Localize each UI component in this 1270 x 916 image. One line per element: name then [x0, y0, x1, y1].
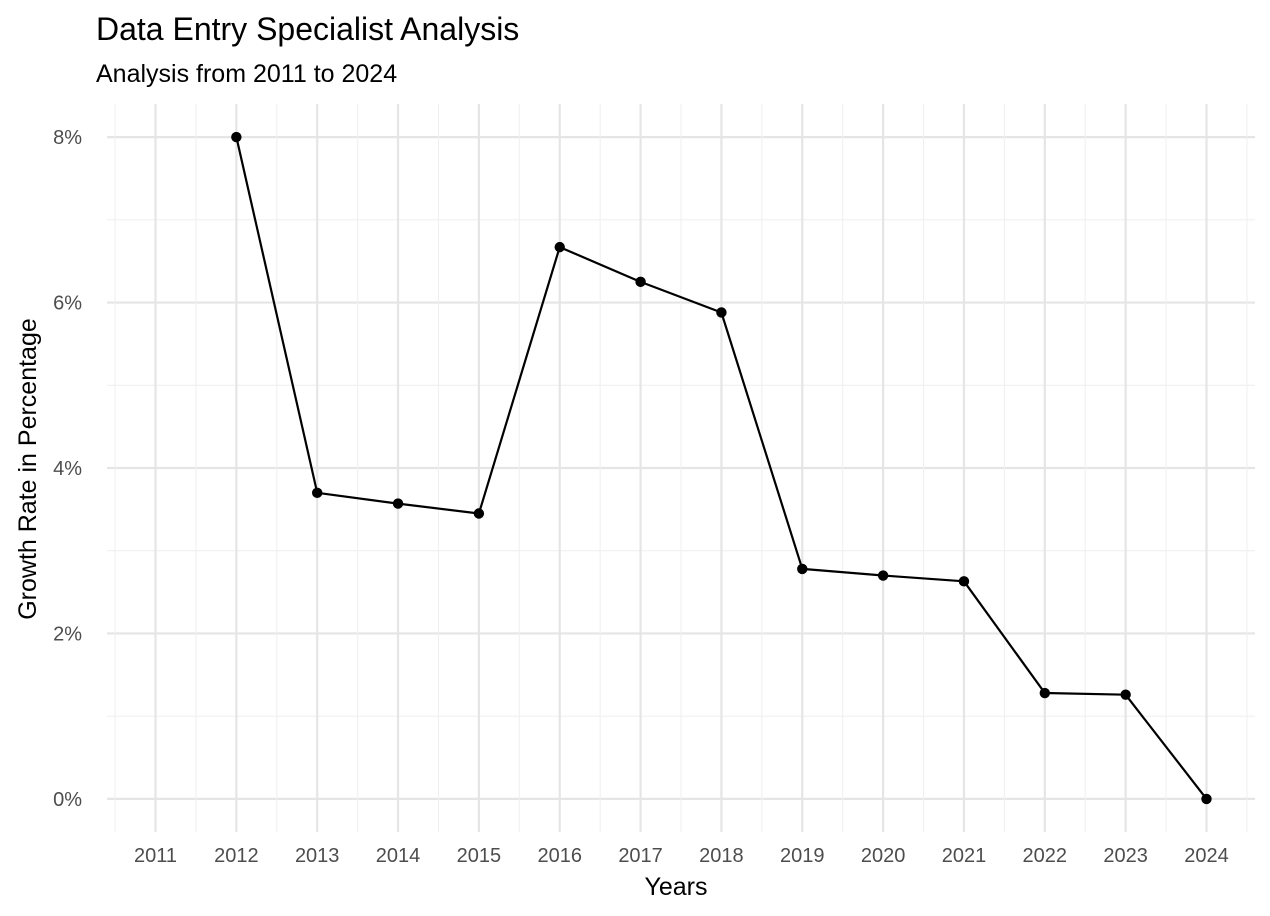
- x-tick-label: 2023: [1103, 845, 1148, 867]
- data-point: [716, 307, 727, 318]
- data-point: [797, 563, 808, 575]
- x-tick-label: 2020: [861, 845, 906, 867]
- y-tick-label: 0%: [53, 789, 82, 811]
- y-tick-label: 8%: [53, 127, 82, 149]
- x-axis-ticks: 2011 2012 2013 2014 2015 2016 2017 2018 2019 2020…: [134, 845, 1229, 867]
- data-point: [554, 241, 565, 253]
- data-point: [311, 487, 323, 499]
- y-tick-label: 6%: [53, 293, 82, 315]
- gridlines: [107, 104, 1255, 832]
- x-tick-label: 2015: [457, 845, 502, 867]
- chart-title: Data Entry Specialist Analysis: [96, 11, 519, 47]
- y-axis-ticks: 0% 2% 4% 6% 8%: [53, 127, 82, 811]
- x-tick-label: 2016: [537, 845, 582, 867]
- data-point: [473, 508, 485, 519]
- chart-subtitle: Analysis from 2011 to 2024: [96, 60, 397, 88]
- x-tick-label: 2011: [134, 845, 177, 867]
- y-tick-label: 4%: [53, 458, 82, 480]
- series-points: [231, 131, 1212, 805]
- data-point: [1120, 689, 1131, 700]
- x-tick-label: 2018: [699, 845, 744, 867]
- x-tick-label: 2017: [618, 845, 663, 867]
- data-point: [958, 576, 970, 587]
- x-tick-label: 2021: [942, 845, 987, 867]
- x-tick-label: 2012: [214, 845, 259, 867]
- x-tick-label: 2013: [295, 845, 340, 867]
- data-point: [877, 570, 889, 581]
- x-axis-title: Years: [644, 873, 707, 901]
- data-point: [392, 498, 404, 509]
- data-point: [1039, 687, 1051, 699]
- data-point: [635, 276, 646, 288]
- x-tick-label: 2022: [1023, 845, 1068, 867]
- x-tick-label: 2024: [1184, 845, 1229, 867]
- data-point: [231, 131, 242, 143]
- x-tick-label: 2019: [780, 845, 825, 867]
- data-point: [1201, 793, 1212, 805]
- y-tick-label: 2%: [53, 623, 82, 645]
- x-tick-label: 2014: [376, 845, 421, 867]
- y-axis-title: Growth Rate in Percentage: [14, 318, 42, 620]
